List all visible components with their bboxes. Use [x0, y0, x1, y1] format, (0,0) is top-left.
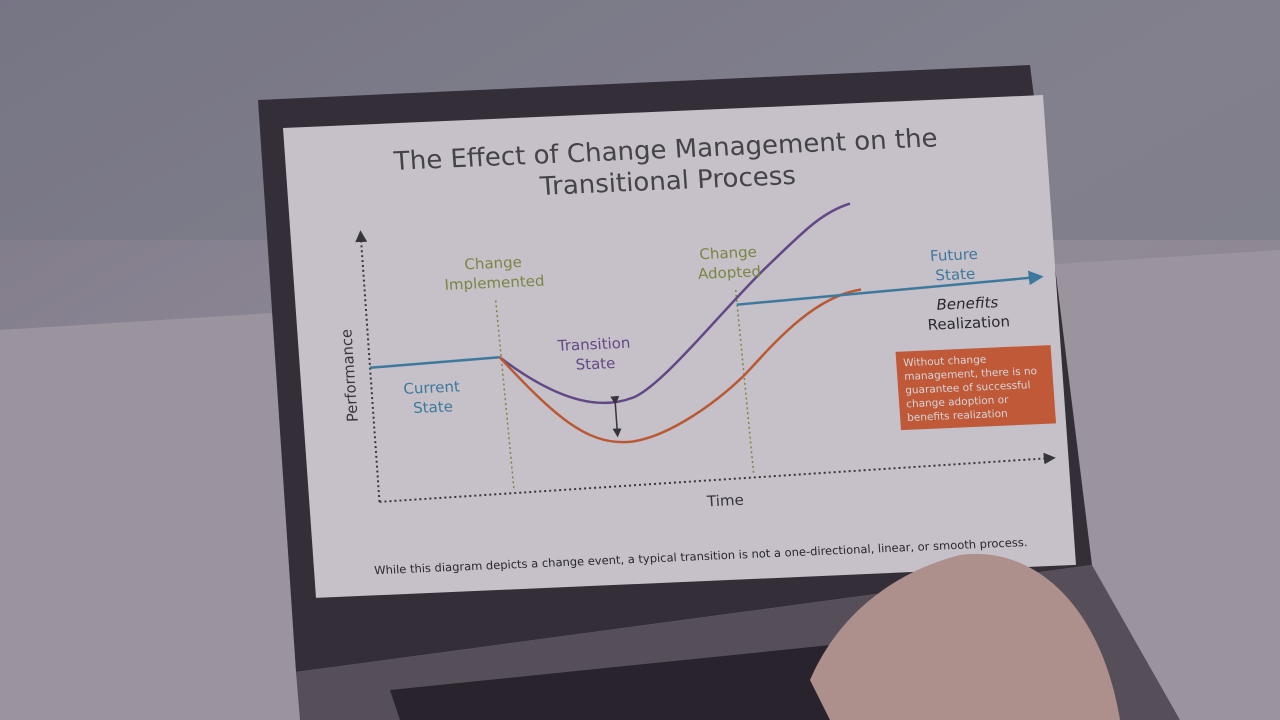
y-axis — [355, 230, 381, 502]
keyboard — [390, 640, 930, 720]
callout-line: management, there is no — [904, 365, 1038, 383]
label: Change — [699, 243, 758, 263]
label: Change — [464, 253, 523, 273]
purple-curve — [498, 202, 851, 405]
label: Realization — [927, 312, 1011, 333]
callout-line: Without change — [903, 354, 987, 369]
gap-arrow — [610, 396, 622, 438]
callout: Without change management, there is no g… — [903, 354, 1038, 424]
screen: The Effect of Change Management on the T… — [283, 95, 1077, 598]
callout-box — [895, 345, 1057, 431]
hand — [810, 553, 1120, 720]
label: Future — [929, 245, 978, 265]
label: Current — [403, 378, 461, 398]
label: State — [935, 265, 976, 285]
callout-line: guarantee of successful — [905, 379, 1031, 396]
callout-line: benefits realization — [907, 408, 1008, 424]
label: Benefits — [936, 293, 999, 313]
future-line — [736, 270, 1044, 306]
callout-line: change adoption or — [906, 394, 1010, 410]
label: Transition — [556, 334, 631, 355]
orange-curve — [498, 288, 862, 444]
label: State — [413, 397, 454, 417]
label: State — [575, 354, 616, 374]
label: Adopted — [697, 262, 761, 283]
divider — [734, 289, 755, 473]
label: Implemented — [444, 272, 545, 294]
x-axis-label: Time — [705, 491, 744, 510]
current-line — [369, 355, 500, 369]
labels: Change Implemented Change Adopted Future… — [337, 243, 1011, 510]
slide — [283, 95, 1077, 598]
